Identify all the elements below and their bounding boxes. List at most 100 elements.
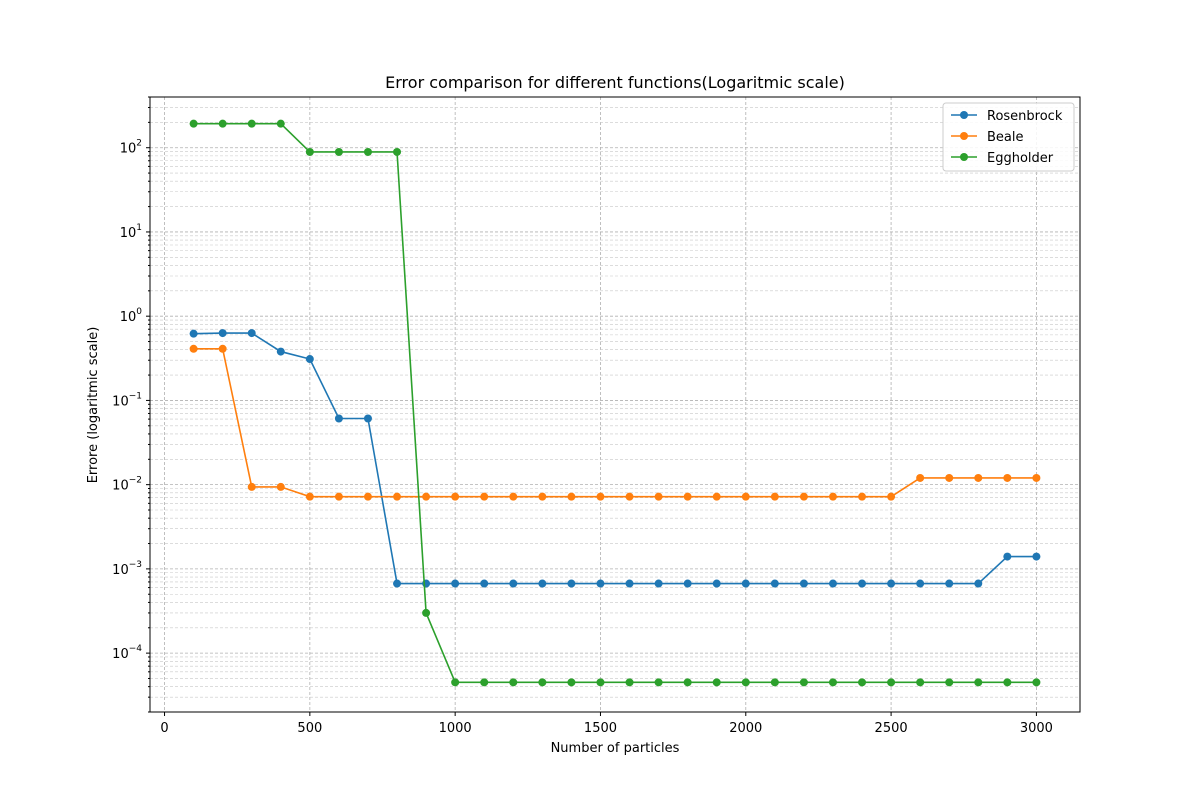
data-point — [393, 147, 402, 156]
data-point — [247, 329, 256, 338]
data-point — [712, 579, 721, 588]
data-point — [363, 492, 372, 501]
y-tick-base: 10 — [112, 394, 129, 409]
data-point — [218, 119, 227, 128]
data-point — [683, 579, 692, 588]
legend-label: Beale — [987, 130, 1024, 145]
data-point — [247, 482, 256, 491]
series-rosenbrock — [189, 329, 1041, 588]
data-point — [422, 608, 431, 617]
data-point — [451, 492, 460, 501]
x-tick-label: 1500 — [584, 721, 617, 736]
data-point — [480, 678, 489, 687]
data-point — [538, 579, 547, 588]
data-point — [189, 329, 198, 338]
data-point — [770, 579, 779, 588]
series-eggholder — [189, 119, 1041, 687]
data-point — [305, 355, 314, 364]
data-point — [596, 492, 605, 501]
legend-item: Rosenbrock — [951, 109, 1063, 124]
data-point — [538, 492, 547, 501]
legend-label: Eggholder — [987, 151, 1054, 166]
data-point — [916, 579, 925, 588]
data-point — [393, 492, 402, 501]
data-point — [276, 347, 285, 356]
x-tick-label: 2500 — [875, 721, 908, 736]
data-point — [334, 414, 343, 423]
grid — [150, 96, 1080, 713]
data-point — [625, 492, 634, 501]
data-point — [828, 678, 837, 687]
data-point — [334, 492, 343, 501]
legend-item: Beale — [951, 130, 1024, 145]
data-point — [334, 147, 343, 156]
data-point — [741, 492, 750, 501]
data-point — [858, 579, 867, 588]
legend-label: Rosenbrock — [987, 109, 1063, 124]
legend-swatch-marker — [960, 111, 968, 119]
data-point — [596, 678, 605, 687]
data-point — [945, 678, 954, 687]
y-axis-label: Errore (logaritmic scale) — [86, 327, 101, 484]
legend-swatch-marker — [960, 153, 968, 161]
y-tick-base: 10 — [112, 479, 129, 494]
y-tick-label: 10−2 — [112, 476, 142, 494]
legend: Rosenbrock Beale Eggholder — [942, 102, 1075, 172]
chart-title: Error comparison for different functions… — [385, 73, 845, 92]
data-point — [625, 678, 634, 687]
series-line — [193, 347, 1037, 498]
y-tick-label: 10−1 — [112, 391, 142, 409]
data-point — [480, 492, 489, 501]
x-axis-ticks: 0 500 1000 1500 2000 2500 3000 — [160, 712, 1053, 736]
series-line — [193, 122, 1037, 684]
data-point — [654, 579, 663, 588]
y-tick-exponent: 1 — [136, 223, 142, 233]
y-tick-label: 101 — [120, 223, 142, 241]
y-tick-base: 10 — [120, 226, 137, 241]
data-point — [451, 579, 460, 588]
data-point — [393, 579, 402, 588]
data-point — [945, 473, 954, 482]
y-tick-exponent: 0 — [136, 307, 142, 317]
data-point — [683, 492, 692, 501]
data-point — [276, 482, 285, 491]
y-tick-exponent: −4 — [129, 644, 143, 654]
data-point — [596, 579, 605, 588]
data-point — [538, 678, 547, 687]
y-tick-base: 10 — [120, 310, 137, 325]
data-point — [567, 678, 576, 687]
legend-item: Eggholder — [951, 151, 1054, 166]
data-point — [741, 678, 750, 687]
data-point — [1032, 473, 1041, 482]
data-point — [1003, 552, 1012, 561]
series-group — [189, 119, 1041, 687]
data-point — [509, 492, 518, 501]
data-point — [887, 579, 896, 588]
data-point — [974, 678, 983, 687]
y-tick-label: 10−3 — [112, 560, 142, 578]
data-point — [218, 329, 227, 338]
y-tick-label: 10−4 — [112, 644, 142, 662]
data-point — [770, 678, 779, 687]
data-point — [305, 147, 314, 156]
data-point — [1003, 473, 1012, 482]
y-tick-base: 10 — [112, 647, 129, 662]
legend-box — [942, 102, 1075, 172]
data-point — [625, 579, 634, 588]
data-point — [363, 147, 372, 156]
series-beale — [189, 344, 1041, 501]
data-point — [480, 579, 489, 588]
x-axis-label: Number of particles — [551, 741, 680, 756]
data-point — [509, 678, 518, 687]
data-point — [247, 119, 256, 128]
data-point — [218, 344, 227, 353]
y-tick-exponent: −1 — [129, 391, 142, 401]
data-point — [189, 119, 198, 128]
data-point — [363, 414, 372, 423]
y-tick-label: 100 — [120, 307, 143, 325]
data-point — [799, 579, 808, 588]
data-point — [276, 119, 285, 128]
data-point — [683, 678, 692, 687]
